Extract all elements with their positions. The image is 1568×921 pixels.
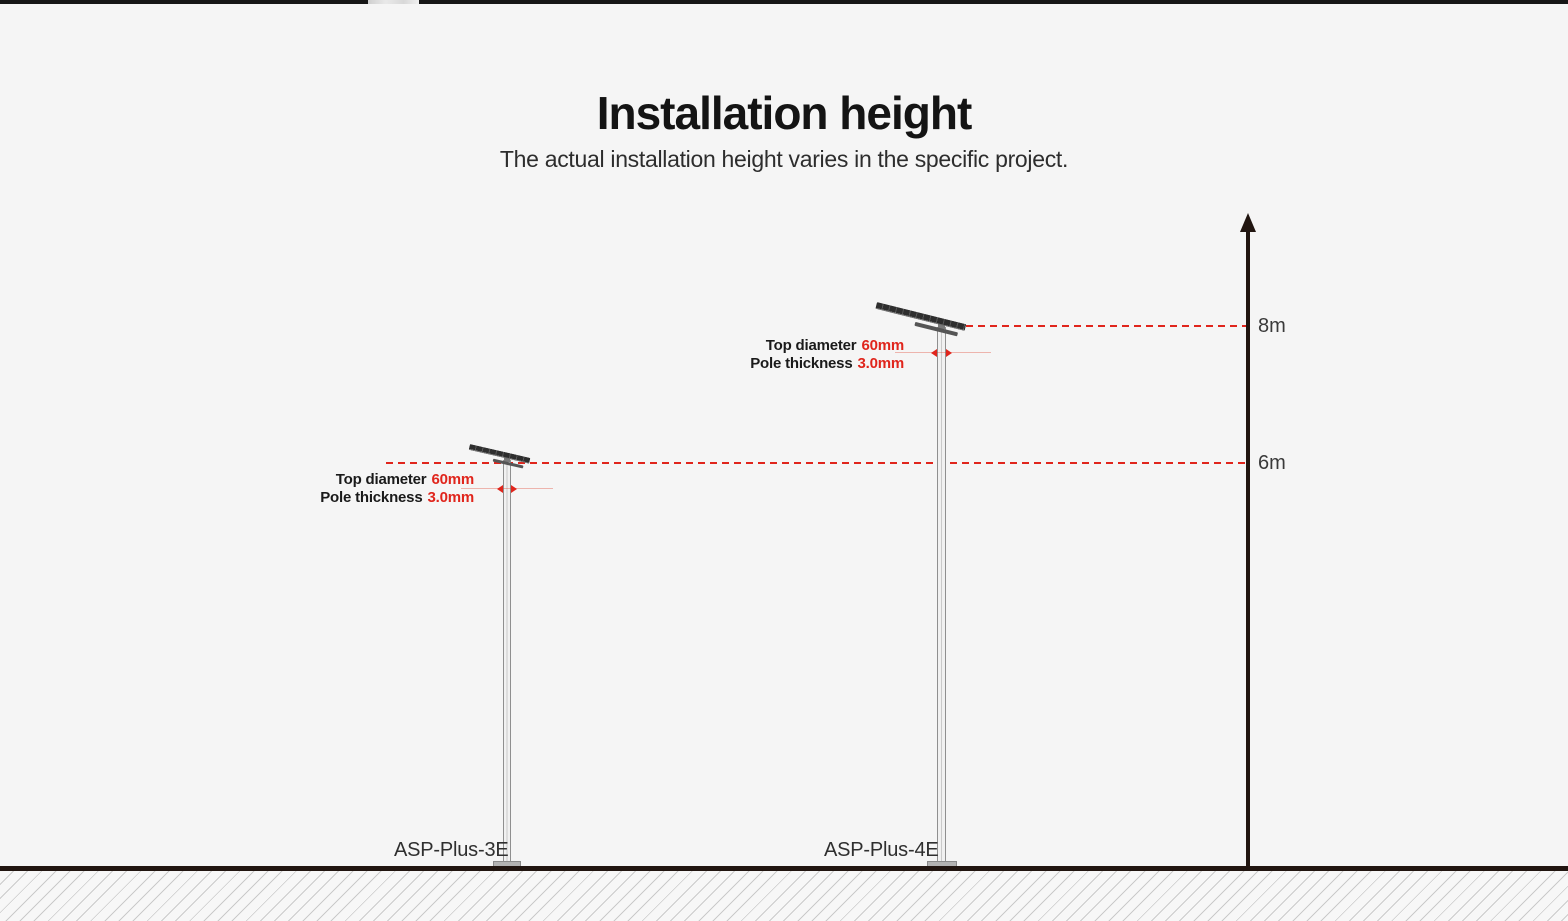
spec-annotation: Top diameter 60mm Pole thickness 3.0mm xyxy=(298,471,474,507)
pole-model-label: ASP-Plus-3E xyxy=(394,839,509,861)
diameter-dimension-line xyxy=(461,488,553,489)
ground-line xyxy=(0,866,1568,871)
dashed-line-8m xyxy=(966,325,1246,327)
solar-panel xyxy=(467,444,531,470)
pole xyxy=(503,460,511,868)
pole-model-label: ASP-Plus-4E xyxy=(824,839,939,861)
dimension-arrow-icon xyxy=(497,485,503,493)
spec-top-diameter: Top diameter 60mm xyxy=(335,471,474,488)
page-subtitle: The actual installation height varies in… xyxy=(499,146,1069,172)
diameter-dimension-line xyxy=(895,352,991,353)
top-bar-notch xyxy=(368,0,419,4)
spec-pole-thickness: Pole thickness 3.0mm xyxy=(750,355,904,372)
page-title: Installation height xyxy=(596,87,973,139)
spec-top-diameter: Top diameter 60mm xyxy=(765,337,904,354)
solar-panel xyxy=(874,302,967,338)
pole xyxy=(937,327,946,868)
dashed-line-6m xyxy=(386,462,1246,464)
dimension-arrow-icon xyxy=(511,485,517,493)
height-marker-6m: 6m xyxy=(1258,452,1286,474)
height-axis xyxy=(1246,230,1250,868)
top-accent-bar xyxy=(0,0,1568,4)
ground-hatch xyxy=(0,871,1568,921)
axis-arrow-icon xyxy=(1240,213,1256,232)
spec-annotation: Top diameter 60mm Pole thickness 3.0mm xyxy=(728,337,904,373)
height-marker-8m: 8m xyxy=(1258,315,1286,337)
spec-pole-thickness: Pole thickness 3.0mm xyxy=(320,489,474,506)
dimension-arrow-icon xyxy=(946,349,952,357)
dimension-arrow-icon xyxy=(931,349,937,357)
